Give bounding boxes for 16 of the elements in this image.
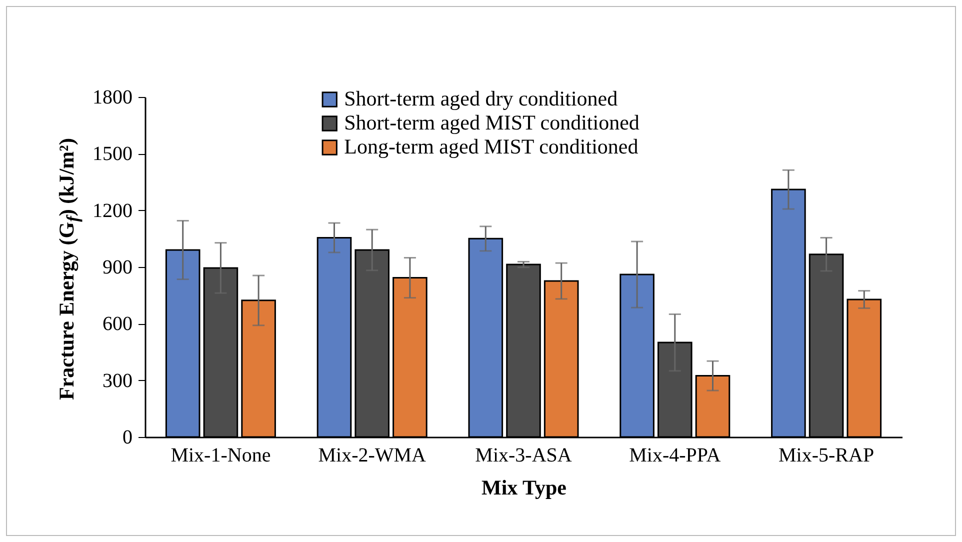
x-tick-label: Mix-3-ASA <box>475 444 572 466</box>
x-tick-label: Mix-5-RAP <box>778 444 874 466</box>
y-tick-label: 1500 <box>92 143 132 166</box>
y-tick-label: 600 <box>102 313 132 336</box>
y-tick-label: 1800 <box>92 86 132 108</box>
y-tick-label: 900 <box>102 256 132 278</box>
y-tick-label: 0 <box>122 426 132 448</box>
x-tick-label: Mix-2-WMA <box>318 444 427 466</box>
legend-label: Short-term aged MIST conditioned <box>344 110 640 134</box>
y-tick-label: 1200 <box>92 200 132 222</box>
x-tick-label: Mix-4-PPA <box>629 444 722 466</box>
x-tick-label: Mix-1-None <box>170 444 271 466</box>
legend-label: Long-term aged MIST conditioned <box>344 134 639 158</box>
legend-label: Short-term aged dry conditioned <box>344 86 618 110</box>
x-axis-title: Mix Type <box>482 476 566 500</box>
y-tick-label: 300 <box>102 370 132 392</box>
